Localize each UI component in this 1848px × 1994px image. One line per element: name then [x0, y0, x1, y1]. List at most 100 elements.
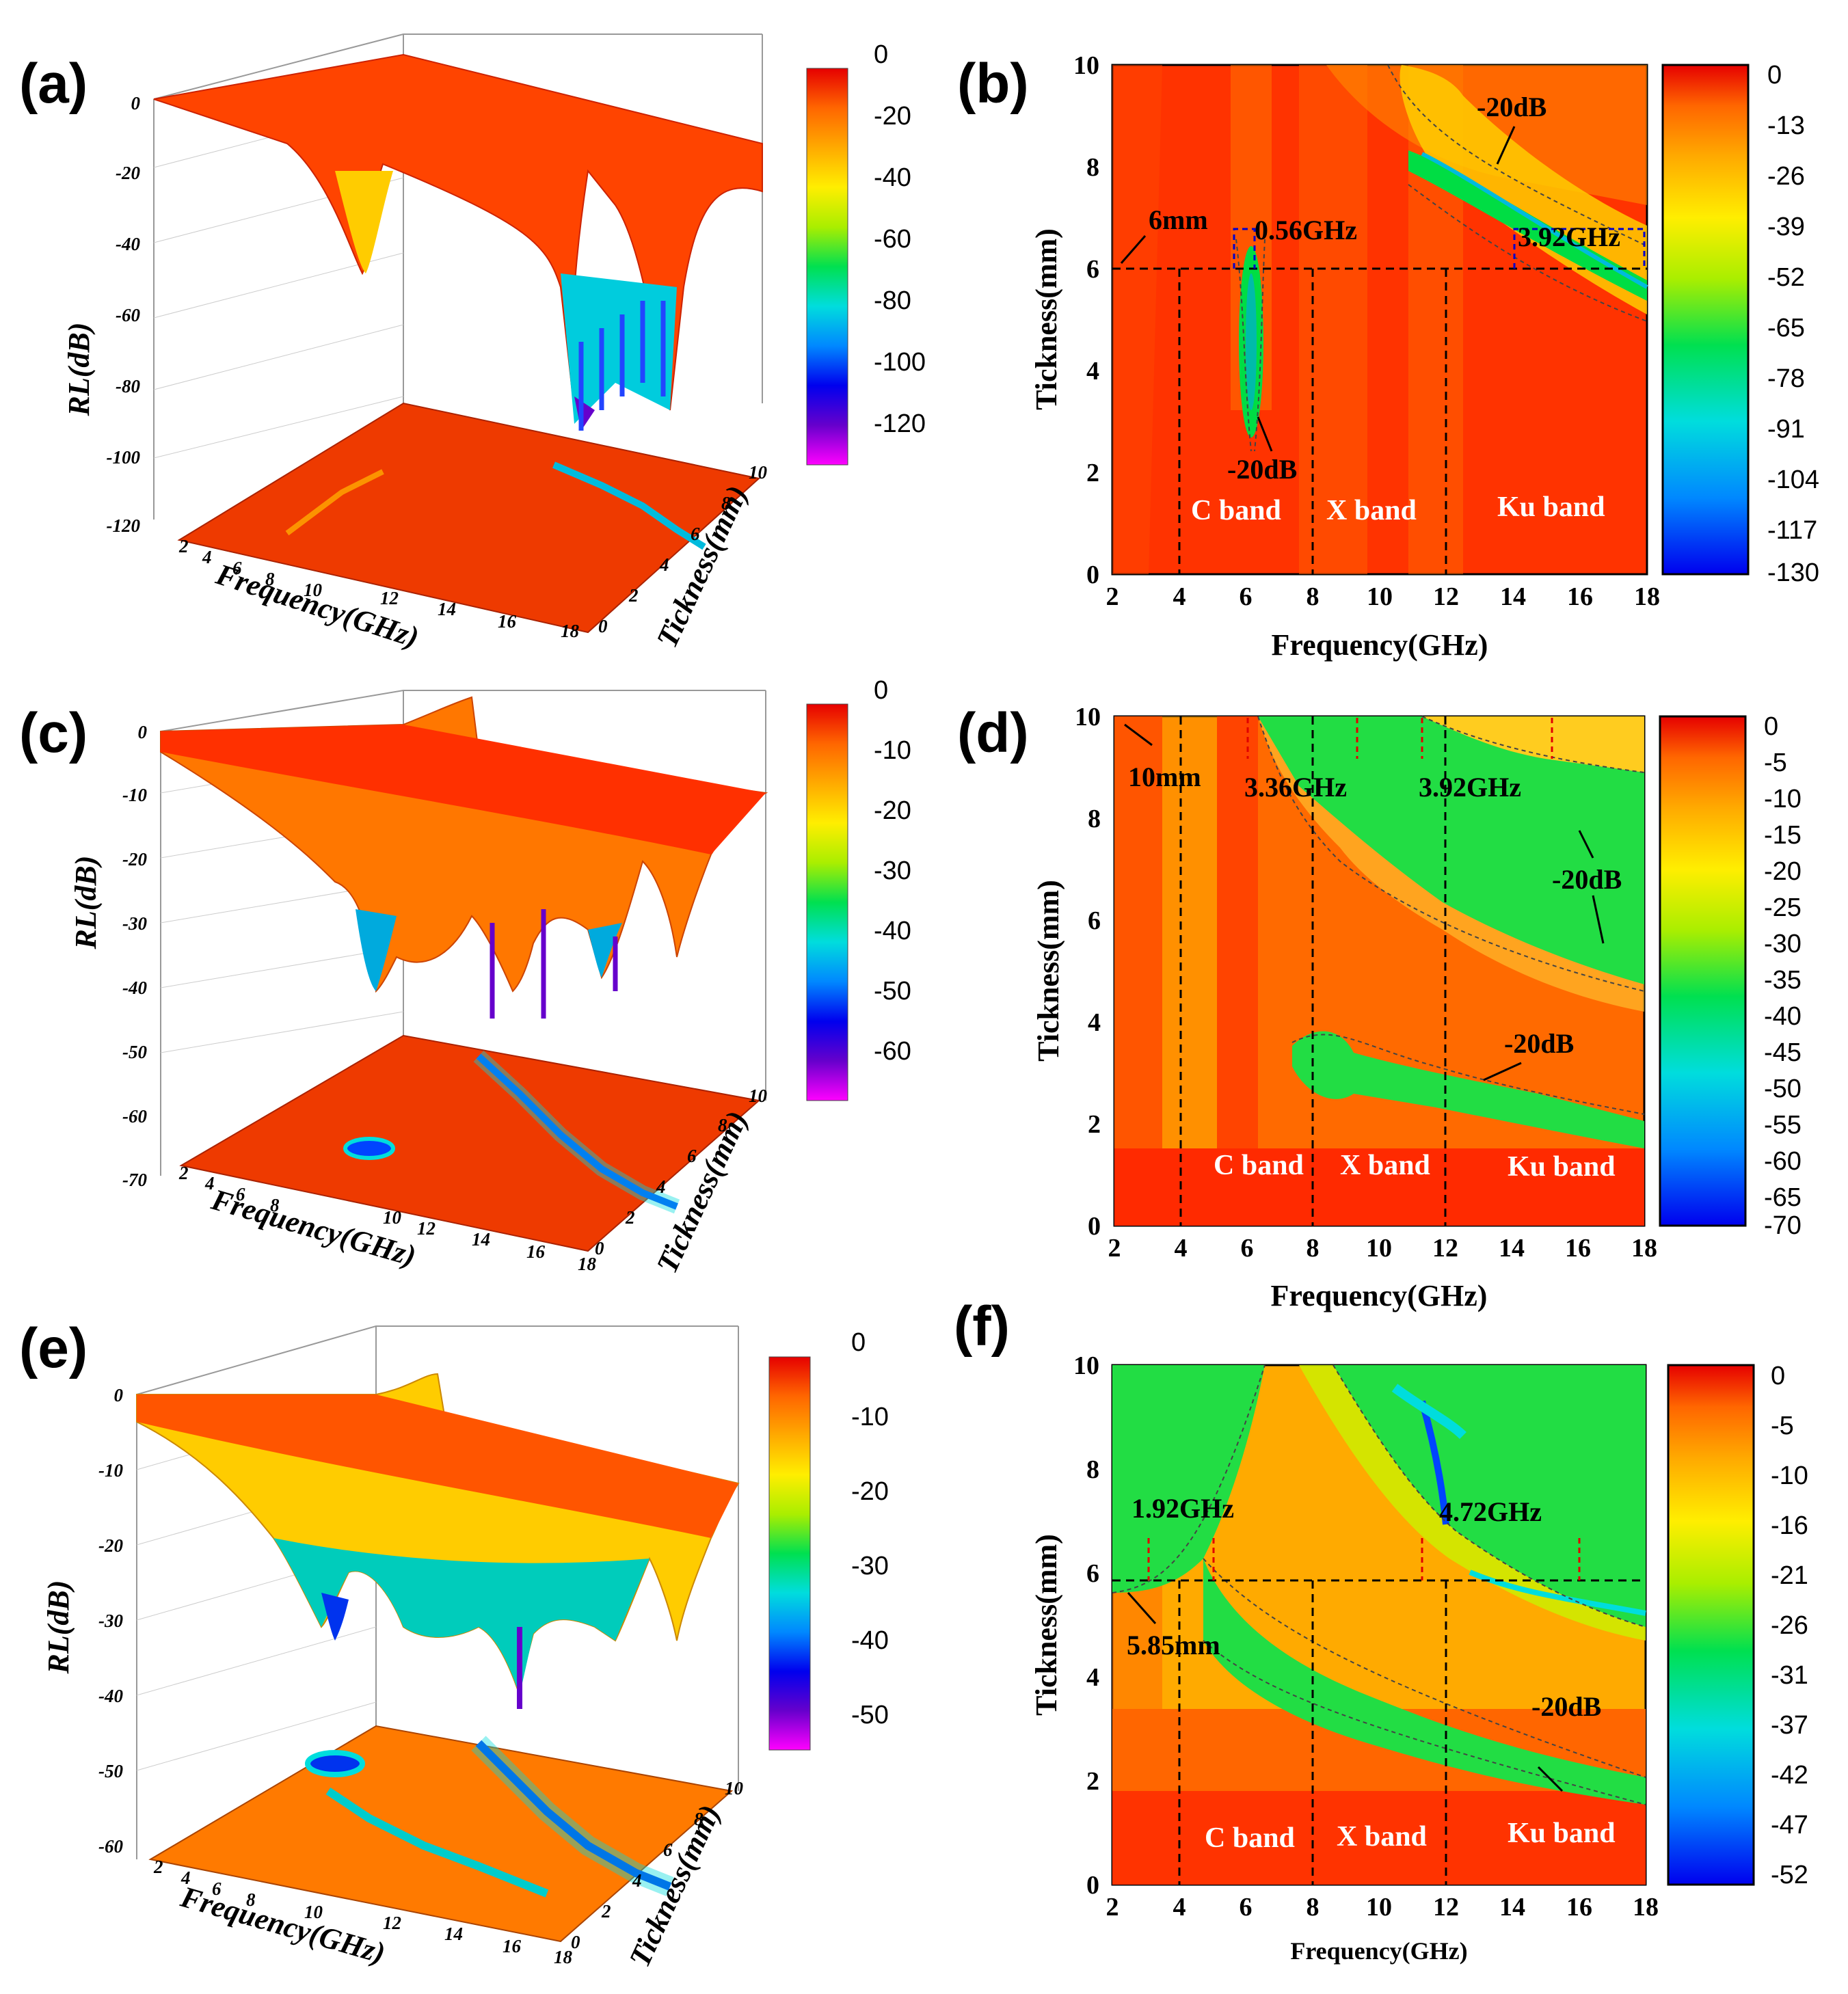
colorbar-tick-f: -42 — [1771, 1761, 1808, 1790]
annotation-4-72ghz-f: 4.72GHz — [1439, 1496, 1542, 1527]
x-tick-f: 16 — [1566, 1893, 1592, 1922]
band-label-ku-b: Ku band — [1497, 491, 1605, 523]
x-tick-e: 4 — [180, 1868, 191, 1888]
colorbar-tick-d: -25 — [1764, 893, 1802, 922]
z-tick-e: -40 — [98, 1686, 123, 1706]
colorbar-tick-a: -120 — [874, 409, 926, 438]
colorbar-b — [1661, 64, 1750, 576]
y-tick-d: 10 — [1075, 703, 1101, 731]
floor-absorption-streak-a — [285, 469, 384, 536]
panel-label-e: (e) — [19, 1317, 88, 1379]
floor-heatmap-a — [177, 402, 761, 634]
x-tick-f: 14 — [1499, 1893, 1525, 1922]
colorbar-tick-a: 0 — [874, 40, 888, 69]
x-tick-c: 8 — [270, 1195, 280, 1215]
x-ticks-d: 2 4 6 8 10 12 14 16 18 — [1108, 1234, 1658, 1263]
colorbar-e — [768, 1356, 811, 1751]
colorbar-tick-c: 0 — [874, 676, 888, 705]
x-tick-a: 6 — [232, 558, 242, 578]
colorbar-tick-f: -21 — [1771, 1561, 1808, 1590]
z-tick-e: -30 — [98, 1611, 123, 1631]
annotation-20db-b-lower: -20dB — [1227, 454, 1297, 485]
y-tick-a: 8 — [721, 493, 731, 513]
x-axis-label-d: Frequency(GHz) — [1271, 1279, 1488, 1312]
z-tick-c: -60 — [122, 1106, 147, 1127]
z-ticks-e: 0 -10 -20 -30 -40 -50 -60 — [98, 1385, 124, 1857]
x-tick-b: 16 — [1567, 582, 1593, 611]
z-axis-label-e: RL(dB) — [42, 1580, 75, 1675]
x-tick-d: 16 — [1565, 1234, 1591, 1263]
x-tick-a: 14 — [438, 599, 456, 619]
x-tick-d: 6 — [1241, 1234, 1254, 1263]
z-tick-e: -10 — [98, 1460, 123, 1481]
z-axis-label-c: RL(dB) — [69, 856, 103, 950]
x-tick-f: 12 — [1433, 1893, 1459, 1922]
x-tick-c: 10 — [383, 1207, 402, 1228]
colorbar-tick-e: -30 — [851, 1552, 889, 1580]
colorbar-tick-b: -91 — [1767, 415, 1805, 444]
colorbar-tick-f: -47 — [1771, 1811, 1808, 1840]
y-tick-a: 0 — [598, 616, 608, 636]
y-tick-c: 2 — [625, 1207, 635, 1228]
panel-label-f: (f) — [954, 1295, 1010, 1358]
colorbar-tick-b: -117 — [1767, 516, 1817, 545]
colorbar-tick-d: -30 — [1764, 930, 1802, 958]
y-tick-e: 10 — [725, 1778, 744, 1798]
y-ticks-e: 0 2 4 6 8 10 — [571, 1778, 744, 1952]
y-tick-e: 4 — [632, 1870, 642, 1891]
panel-label-c: (c) — [19, 702, 88, 764]
x-tick-e: 16 — [503, 1936, 522, 1956]
colorbar-tick-f: -26 — [1771, 1611, 1808, 1640]
colorbar-d — [1659, 715, 1747, 1227]
colorbar-tick-b: -26 — [1767, 162, 1805, 191]
y-tick-f: 6 — [1086, 1559, 1099, 1588]
x-tick-d: 10 — [1366, 1234, 1392, 1263]
colorbar-ticks-a: 0 -20 -40 -60 -80 -100 -120 — [874, 40, 926, 438]
colorbar-tick-c: -50 — [874, 977, 911, 1006]
colorbar-tick-d: -45 — [1764, 1038, 1802, 1067]
colorbar-tick-e: -50 — [851, 1701, 889, 1729]
colorbar-tick-b: -78 — [1767, 364, 1805, 393]
y-ticks-d: 0 2 4 6 8 10 — [1075, 703, 1101, 1241]
band-label-x-f: X band — [1337, 1821, 1427, 1852]
colorbar-tick-f: 0 — [1771, 1362, 1785, 1390]
y-tick-b: 6 — [1086, 255, 1099, 284]
y-tick-f: 0 — [1086, 1871, 1099, 1900]
x-tick-c: 14 — [472, 1229, 490, 1250]
band-label-x-b: X band — [1326, 495, 1417, 526]
annotation-20db-d-lower: -20dB — [1504, 1028, 1574, 1059]
panel-c: (c) 0 -10 -20 -30 -40 -50 — [19, 676, 911, 1278]
x-tick-d: 2 — [1108, 1234, 1121, 1263]
y-tick-b: 10 — [1073, 51, 1099, 80]
colorbar-tick-b: -39 — [1767, 213, 1805, 241]
colorbar-tick-c: -30 — [874, 857, 911, 885]
panel-e: (e) 0 -10 -20 -30 -40 -50 — [19, 1317, 889, 1972]
x-tick-d: 4 — [1175, 1234, 1188, 1263]
arrow-10mm-d — [1124, 723, 1153, 746]
colorbar-tick-c: -40 — [874, 917, 911, 945]
colorbar-tick-d: -15 — [1764, 821, 1802, 850]
colorbar-f — [1667, 1364, 1755, 1886]
panel-a: (a) 0 -20 -40 -60 -80 -1 — [19, 33, 926, 654]
colorbar-tick-d: -70 — [1764, 1211, 1802, 1240]
y-tick-c: 8 — [718, 1115, 727, 1135]
x-tick-f: 10 — [1366, 1893, 1392, 1922]
y-tick-b: 0 — [1086, 561, 1099, 589]
y-tick-a: 6 — [691, 524, 700, 544]
x-tick-f: 2 — [1106, 1893, 1119, 1922]
spikes-a — [578, 301, 666, 431]
x-tick-a: 10 — [304, 580, 323, 600]
guide-lines-d — [1179, 716, 1447, 1226]
x-ticks-c: 2 4 6 8 10 12 14 16 18 — [178, 1163, 597, 1274]
colorbar-tick-e: -40 — [851, 1626, 889, 1655]
x-tick-e: 8 — [246, 1889, 256, 1910]
arrow-20db-d-upper-1 — [1578, 830, 1594, 859]
x-tick-c: 2 — [178, 1163, 189, 1183]
z-tick-a: -40 — [116, 234, 140, 254]
surface-c-dip-1 — [356, 909, 397, 991]
guide-lines-f — [1112, 1579, 1646, 1885]
arrow-20db-b-upper — [1496, 126, 1516, 165]
colorbar-tick-b: -65 — [1767, 314, 1805, 342]
colorbar-tick-b: -13 — [1767, 111, 1805, 140]
z-tick-a: -80 — [116, 376, 140, 396]
